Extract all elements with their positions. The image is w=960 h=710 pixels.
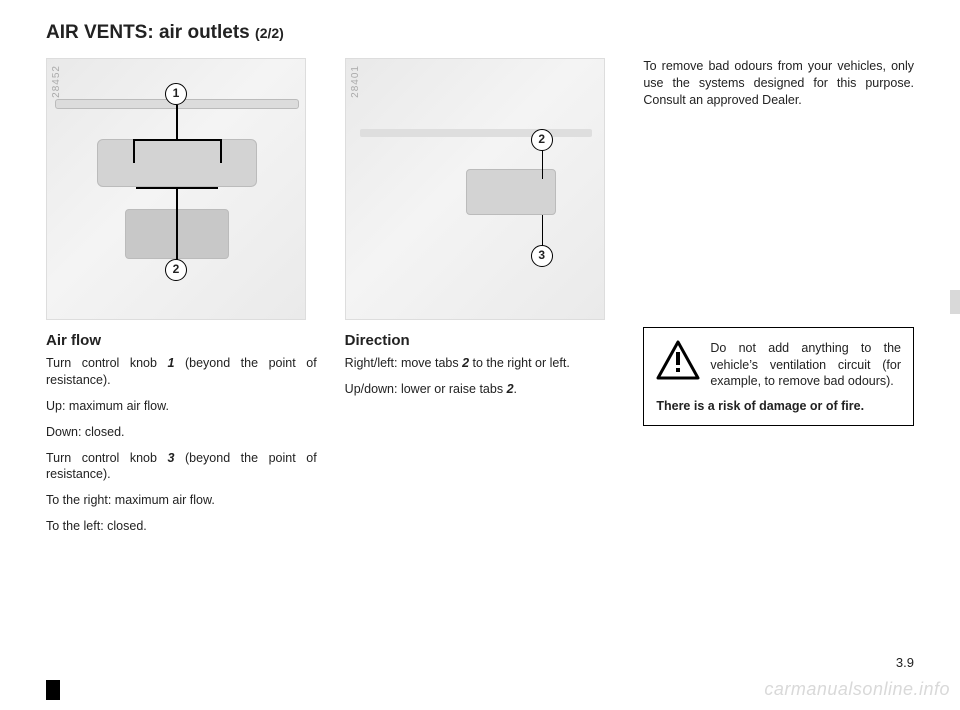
column-1: 28452 1 2 Air flow Turn control knob 1 (… xyxy=(46,58,317,544)
warning-box: Do not add anything to the vehicle’s ven… xyxy=(643,327,914,427)
warning-row: Do not add anything to the vehicle’s ven… xyxy=(656,340,901,391)
text: . xyxy=(514,382,517,396)
direction-p2: Up/down: lower or raise tabs 2. xyxy=(345,381,616,398)
direction-heading: Direction xyxy=(345,332,616,349)
odour-paragraph: To remove bad odours from your ve­hicles… xyxy=(643,58,914,109)
callout-3: 3 xyxy=(531,245,553,267)
warning-icon xyxy=(656,340,700,391)
column-3: To remove bad odours from your ve­hicles… xyxy=(643,58,914,544)
page-number: 3.9 xyxy=(896,655,914,670)
lead-line xyxy=(542,215,544,247)
airflow-p6: To the left: closed. xyxy=(46,518,317,535)
airflow-heading: Air flow xyxy=(46,332,317,349)
lead-line xyxy=(542,149,544,179)
airflow-p3: Down: closed. xyxy=(46,424,317,441)
title-main: AIR VENTS: air outlets xyxy=(46,22,255,43)
figure-2-number: 28401 xyxy=(350,65,361,98)
footer-mark xyxy=(46,680,60,700)
figure-2: 28401 2 3 xyxy=(345,58,605,320)
callout-2: 2 xyxy=(165,259,187,281)
lead-line xyxy=(133,139,221,141)
ref-2b: 2 xyxy=(507,382,514,396)
figure-1: 28452 1 2 xyxy=(46,58,306,320)
warning-text-2: There is a risk of damage or of fire. xyxy=(656,399,864,413)
airflow-p4: Turn control knob 3 (beyond the point of… xyxy=(46,450,317,484)
title-sub: (2/2) xyxy=(255,25,284,41)
dashboard-center-vent xyxy=(97,139,257,187)
lead-line xyxy=(136,187,218,189)
ref-2: 2 xyxy=(462,356,469,370)
column-2: 28401 2 3 Direction Right/left: move tab… xyxy=(345,58,616,544)
text: Right/left: move tabs xyxy=(345,356,462,370)
text: to the right or left. xyxy=(469,356,570,370)
page: AIR VENTS: air outlets (2/2) 28452 1 2 xyxy=(0,0,960,544)
text: Turn control knob xyxy=(46,356,167,370)
dash-top xyxy=(360,129,592,137)
lead-line xyxy=(220,139,222,163)
page-title: AIR VENTS: air outlets (2/2) xyxy=(46,22,914,44)
figure-1-number: 28452 xyxy=(51,65,62,98)
edge-tab xyxy=(950,290,960,314)
columns: 28452 1 2 Air flow Turn control knob 1 (… xyxy=(46,58,914,544)
warning-text-1: Do not add anything to the vehicle’s ven… xyxy=(710,340,901,391)
text: Turn control knob xyxy=(46,451,167,465)
watermark: carmanualsonline.info xyxy=(764,679,950,700)
callout-2b: 2 xyxy=(531,129,553,151)
airflow-p1: Turn control knob 1 (beyond the point of… xyxy=(46,355,317,389)
callout-1: 1 xyxy=(165,83,187,105)
lead-line xyxy=(176,187,178,261)
direction-p1: Right/left: move tabs 2 to the right or … xyxy=(345,355,616,372)
text: Up/down: lower or raise tabs xyxy=(345,382,507,396)
airflow-p2: Up: maximum air flow. xyxy=(46,398,317,415)
airflow-p5: To the right: maximum air flow. xyxy=(46,492,317,509)
lead-line xyxy=(176,105,178,139)
lead-line xyxy=(133,139,135,163)
